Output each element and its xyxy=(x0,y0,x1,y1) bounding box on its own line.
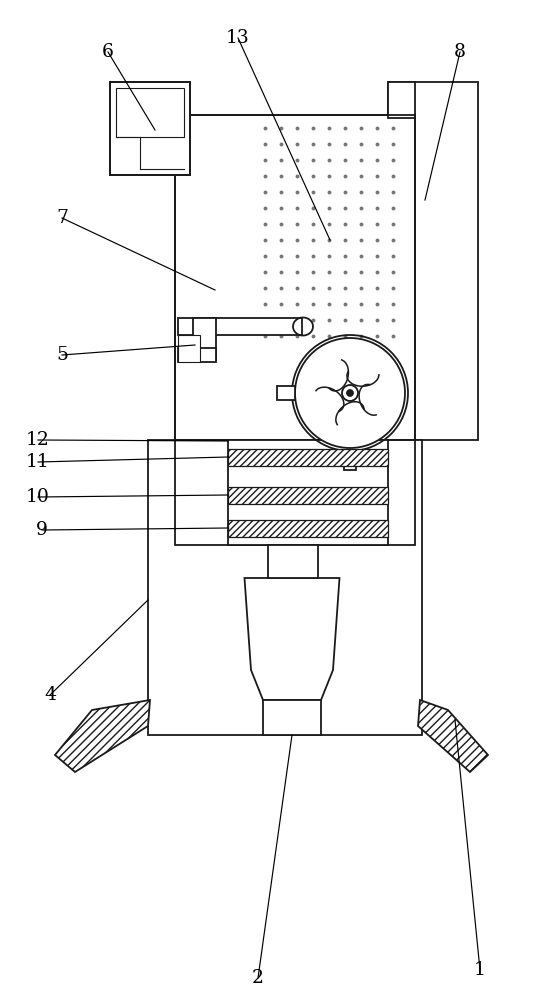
Text: 2: 2 xyxy=(252,969,264,987)
Text: 13: 13 xyxy=(226,29,250,47)
Text: 12: 12 xyxy=(26,431,50,449)
Text: 10: 10 xyxy=(26,488,50,506)
Bar xyxy=(175,115,415,440)
Text: 8: 8 xyxy=(454,43,466,61)
Bar xyxy=(116,88,184,137)
Text: 7: 7 xyxy=(56,209,68,227)
Circle shape xyxy=(295,338,405,448)
Circle shape xyxy=(342,385,358,401)
Bar xyxy=(228,449,388,466)
Text: 6: 6 xyxy=(102,43,114,61)
Polygon shape xyxy=(418,700,488,772)
Text: 9: 9 xyxy=(36,521,48,539)
Text: 4: 4 xyxy=(44,686,56,704)
Text: 5: 5 xyxy=(56,346,68,364)
Bar xyxy=(178,348,216,362)
Bar xyxy=(388,82,415,118)
Bar xyxy=(255,118,412,345)
Text: 11: 11 xyxy=(26,453,50,471)
Bar xyxy=(175,440,415,545)
Polygon shape xyxy=(245,578,340,700)
Bar xyxy=(388,82,478,440)
Bar xyxy=(178,335,200,362)
Bar xyxy=(178,318,302,335)
Bar xyxy=(228,487,388,504)
Bar xyxy=(344,451,356,470)
Circle shape xyxy=(346,389,353,396)
Bar xyxy=(148,440,422,735)
Polygon shape xyxy=(55,700,150,772)
Text: 1: 1 xyxy=(474,961,486,979)
Bar xyxy=(228,520,388,537)
Bar xyxy=(228,440,388,545)
Bar xyxy=(110,82,190,175)
Bar xyxy=(263,700,321,735)
Bar xyxy=(175,115,415,440)
Bar xyxy=(193,318,216,360)
Bar xyxy=(277,386,295,400)
Bar xyxy=(268,545,318,578)
